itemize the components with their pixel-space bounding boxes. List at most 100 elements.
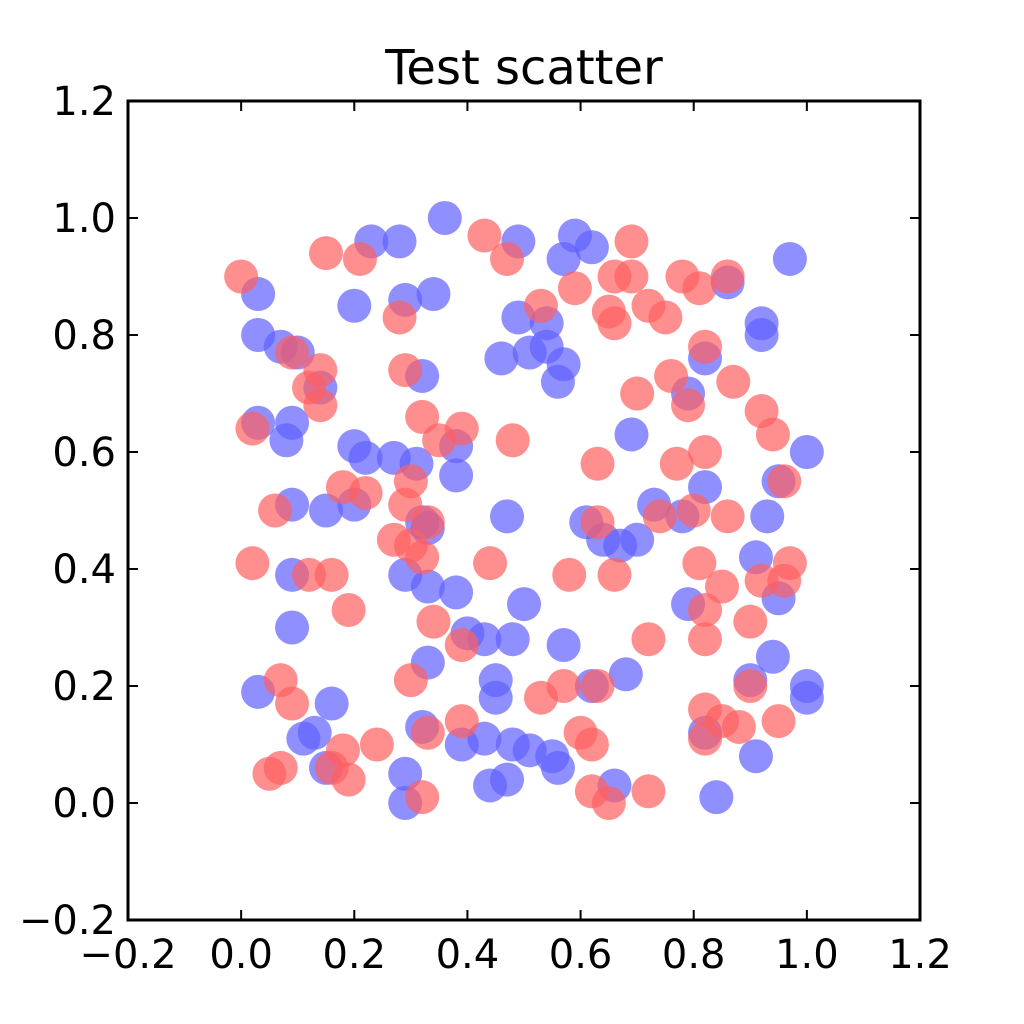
x-tick-label: 0.0 xyxy=(209,932,273,978)
scatter-point-series-1 xyxy=(495,622,530,657)
scatter-point-series-2 xyxy=(648,300,683,335)
scatter-point-series-2 xyxy=(473,546,508,581)
scatter-point-series-2 xyxy=(546,669,581,703)
scatter-point-series-2 xyxy=(654,358,689,393)
scatter-point-series-2 xyxy=(716,364,751,399)
scatter-point-series-2 xyxy=(405,540,440,575)
y-tick-label: 1.0 xyxy=(52,196,116,242)
scatter-point-series-2 xyxy=(580,505,615,540)
scatter-point-series-1 xyxy=(546,241,581,276)
scatter-point-series-2 xyxy=(275,686,310,721)
y-tick-label: 0.6 xyxy=(52,430,116,476)
plot-frame xyxy=(126,99,922,922)
scatter-point-series-2 xyxy=(405,399,440,434)
scatter-point-series-2 xyxy=(444,411,479,446)
scatter-point-series-2 xyxy=(767,464,802,499)
scatter-point-series-2 xyxy=(388,353,423,388)
scatter-point-series-1 xyxy=(427,201,462,235)
scatter-point-series-2 xyxy=(688,435,723,469)
scatter-point-series-1 xyxy=(382,224,417,259)
scatter-point-series-1 xyxy=(309,493,343,528)
scatter-point-series-2 xyxy=(342,241,377,276)
y-tick-label: 0.8 xyxy=(52,313,116,359)
scatter-point-series-1 xyxy=(490,499,525,534)
scatter-point-series-1 xyxy=(439,575,474,610)
scatter-point-series-2 xyxy=(659,446,694,481)
scatter-point-series-2 xyxy=(682,271,717,306)
scatter-point-series-1 xyxy=(789,680,824,715)
scatter-point-series-1 xyxy=(416,277,451,312)
scatter-point-series-2 xyxy=(580,446,615,481)
scatter-point-series-2 xyxy=(733,604,768,639)
y-tick-label: 0.0 xyxy=(52,781,116,827)
chart-title: Test scatter xyxy=(384,40,663,96)
scatter-point-series-2 xyxy=(303,388,338,423)
scatter-point-series-2 xyxy=(591,786,626,820)
scatter-point-series-1 xyxy=(620,522,655,557)
scatter-point-series-2 xyxy=(676,493,711,528)
scatter-point-series-2 xyxy=(263,750,298,785)
scatter-point-series-2 xyxy=(444,628,479,663)
scatter-point-series-1 xyxy=(608,657,643,692)
scatter-point-series-2 xyxy=(495,423,530,458)
scatter-point-series-2 xyxy=(614,224,649,259)
scatter-point-series-2 xyxy=(359,727,394,762)
scatter-point-series-2 xyxy=(416,604,451,639)
scatter-point-series-1 xyxy=(439,458,474,493)
scatter-point-series-1 xyxy=(789,435,824,469)
scatter-point-series-1 xyxy=(738,739,773,774)
scatter-point-series-2 xyxy=(761,704,796,739)
plot-points xyxy=(224,201,824,820)
scatter-point-series-2 xyxy=(755,417,790,452)
scatter-point-series-1 xyxy=(540,750,575,785)
scatter-point-series-1 xyxy=(750,499,785,534)
x-tick-label: −0.2 xyxy=(79,932,176,978)
scatter-point-series-2 xyxy=(631,622,666,657)
scatter-point-series-2 xyxy=(467,218,502,253)
x-tick-label: 0.8 xyxy=(662,932,726,978)
scatter-point-series-2 xyxy=(688,721,723,756)
scatter-point-series-1 xyxy=(772,241,807,276)
scatter-point-series-2 xyxy=(444,704,479,739)
scatter-point-series-1 xyxy=(314,686,349,721)
scatter-point-series-2 xyxy=(331,762,366,797)
scatter-point-series-1 xyxy=(484,341,519,376)
scatter-point-series-2 xyxy=(688,329,723,364)
scatter-point-series-2 xyxy=(393,663,428,698)
scatter-point-series-2 xyxy=(580,669,615,703)
scatter-point-series-1 xyxy=(490,762,525,797)
scatter-point-series-2 xyxy=(631,774,666,809)
scatter-point-series-2 xyxy=(314,557,349,592)
scatter-point-series-2 xyxy=(309,236,343,271)
scatter-point-series-2 xyxy=(642,499,677,534)
y-tick-label: 1.2 xyxy=(52,79,116,125)
scatter-point-series-2 xyxy=(721,709,756,744)
scatter-point-series-2 xyxy=(275,335,310,370)
scatter-point-series-2 xyxy=(382,300,417,335)
x-tick-label: 1.0 xyxy=(775,932,839,978)
scatter-point-series-2 xyxy=(671,388,706,423)
scatter-point-series-2 xyxy=(682,546,717,581)
scatter-point-series-1 xyxy=(614,417,649,452)
scatter-point-series-2 xyxy=(235,411,270,446)
scatter-point-series-1 xyxy=(574,230,609,265)
scatter-point-series-2 xyxy=(710,259,745,294)
scatter-point-series-2 xyxy=(597,557,632,592)
scatter-point-series-2 xyxy=(620,376,655,411)
x-tick-label: 0.4 xyxy=(436,932,500,978)
x-tick-label: 0.2 xyxy=(322,932,386,978)
scatter-point-series-1 xyxy=(410,569,445,604)
scatter-point-series-2 xyxy=(410,505,445,540)
scatter-point-series-2 xyxy=(405,780,440,815)
scatter-point-series-1 xyxy=(269,423,304,458)
axis-ticks: −0.2 0.0 0.2 0.4 0.6 0.8 1.0 1.2 −0.2 0.0 0.2 0.4 0.… xyxy=(19,79,952,978)
scatter-point-series-2 xyxy=(767,563,802,598)
scatter-point-series-2 xyxy=(552,557,587,592)
x-tick-label: 1.2 xyxy=(888,932,952,978)
scatter-point-series-2 xyxy=(235,546,270,581)
y-tick-label: 0.2 xyxy=(52,664,116,710)
y-tick-label: 0.4 xyxy=(52,547,116,593)
scatter-point-series-2 xyxy=(348,475,383,510)
scatter-point-series-1 xyxy=(540,364,575,399)
scatter-point-series-1 xyxy=(755,639,790,674)
